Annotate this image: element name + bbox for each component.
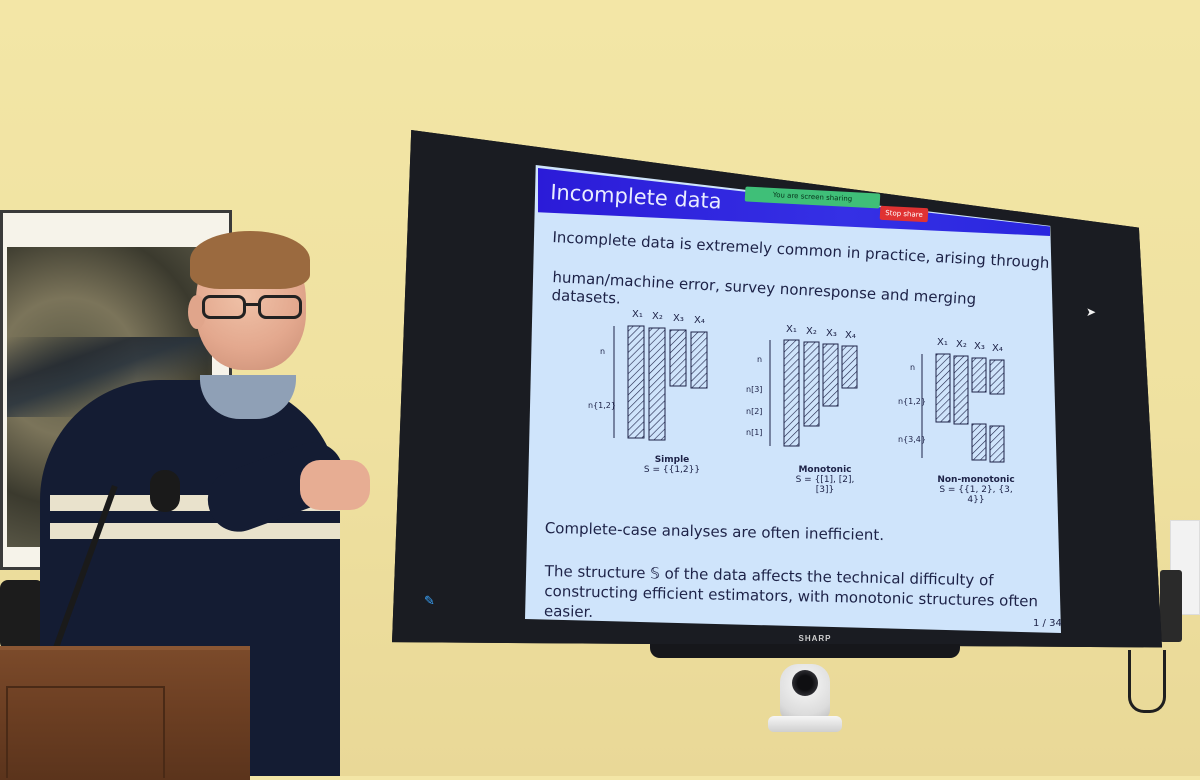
nonmono-col-label-1: X₁ bbox=[937, 337, 948, 348]
mouse-cursor-icon: ➤ bbox=[1086, 305, 1097, 319]
simple-col-label-1: X₁ bbox=[632, 309, 643, 320]
microphone-head bbox=[150, 470, 180, 512]
ptz-camera bbox=[768, 660, 842, 734]
glasses-lens-left bbox=[202, 295, 246, 319]
speaker-ear bbox=[188, 295, 206, 329]
wall-phone bbox=[1160, 570, 1182, 642]
simple-row-label-n: n bbox=[600, 347, 605, 356]
nonmonotonic-diagram: X₁ X₂ X₃ X₄ n n{1,2} n{3,4} bbox=[898, 337, 1005, 463]
monotonic-diagram: X₁ X₂ X₃ X₄ n n[3] n[2] n[1] bbox=[746, 324, 858, 447]
speaker-hair bbox=[190, 231, 310, 289]
nonmono-row-label-n34: n{3,4} bbox=[898, 435, 926, 444]
mono-col-label-1: X₁ bbox=[786, 324, 797, 335]
eyeglasses bbox=[202, 295, 306, 321]
mono-col-1 bbox=[783, 339, 800, 447]
simple-col-label-4: X₄ bbox=[694, 315, 705, 326]
simple-col-label-3: X₃ bbox=[673, 313, 684, 324]
simple-caption: Simple S = {{1,2}} bbox=[632, 455, 712, 475]
camera-base bbox=[768, 716, 842, 732]
nonmono-col-3-bottom bbox=[971, 423, 987, 461]
nonmono-col-4-top bbox=[989, 359, 1005, 395]
missing-data-diagrams: X₁ X₂ X₃ X₄ n n{1,2} X₁ X₂ X₃ X₄ n n[3] … bbox=[588, 309, 1005, 463]
nonmono-col-label-2: X₂ bbox=[956, 339, 967, 350]
nonmonotonic-caption-structure: S = {{1, 2}, {3, 4}} bbox=[939, 485, 1013, 505]
stop-share-button[interactable]: Stop share bbox=[879, 205, 929, 223]
nonmono-col-1 bbox=[935, 353, 951, 423]
structure-text: The structure 𝕊 of the data affects the … bbox=[543, 561, 1039, 622]
sweater-stripe-2 bbox=[50, 523, 340, 539]
mono-col-2 bbox=[803, 341, 820, 427]
monotonic-caption: Monotonic S = {[1], [2], [3]} bbox=[785, 465, 865, 495]
wooden-podium bbox=[0, 646, 250, 780]
camera-lens bbox=[792, 670, 818, 696]
glasses-bridge bbox=[244, 303, 260, 306]
monotonic-caption-structure: S = {[1], [2], [3]} bbox=[795, 475, 855, 495]
nonmono-row-label-n12: n{1,2} bbox=[898, 397, 926, 406]
podium-panel bbox=[6, 686, 165, 778]
glasses-lens-right bbox=[258, 295, 302, 319]
speaker-hand bbox=[300, 460, 370, 510]
phone-cord bbox=[1128, 650, 1166, 713]
tv-brand-logo: SHARP bbox=[798, 634, 832, 643]
nonmono-col-label-4: X₄ bbox=[992, 343, 1003, 354]
mono-col-3 bbox=[822, 343, 839, 407]
chair bbox=[0, 580, 44, 650]
nonmonotonic-caption: Non-monotonic S = {{1, 2}, {3, 4}} bbox=[936, 475, 1016, 505]
monotonic-caption-name: Monotonic bbox=[798, 465, 852, 475]
mono-row-label-n1: n[1] bbox=[746, 428, 762, 437]
mono-row-label-n3: n[3] bbox=[746, 385, 762, 394]
mono-col-label-2: X₂ bbox=[806, 326, 817, 337]
mono-col-4 bbox=[841, 345, 858, 389]
slide-page-number: 1 / 34 bbox=[1033, 618, 1062, 629]
nonmono-col-2 bbox=[953, 355, 969, 425]
simple-caption-structure: S = {{1,2}} bbox=[643, 465, 701, 475]
mono-col-label-3: X₃ bbox=[826, 328, 837, 339]
simple-col-3 bbox=[669, 329, 687, 387]
simple-col-label-2: X₂ bbox=[652, 311, 663, 322]
simple-caption-name: Simple bbox=[654, 455, 690, 465]
simple-row-label-n12: n{1,2} bbox=[588, 401, 616, 410]
simple-col-2 bbox=[648, 327, 666, 441]
tv-bottom-bezel bbox=[650, 644, 960, 658]
nonmono-col-4-bottom bbox=[989, 425, 1005, 463]
nonmono-row-label-n: n bbox=[910, 363, 915, 372]
mono-col-label-4: X₄ bbox=[845, 330, 856, 341]
nonmono-col-label-3: X₃ bbox=[974, 341, 985, 352]
simple-col-1 bbox=[627, 325, 645, 439]
pencil-icon[interactable]: ✎ bbox=[424, 594, 435, 609]
simple-diagram: X₁ X₂ X₃ X₄ n n{1,2} bbox=[588, 309, 708, 441]
simple-col-4 bbox=[690, 331, 708, 389]
nonmonotonic-caption-name: Non-monotonic bbox=[937, 475, 1015, 485]
mono-row-label-n2: n[2] bbox=[746, 407, 762, 416]
nonmono-col-3-top bbox=[971, 357, 987, 393]
mono-row-label-n: n bbox=[757, 355, 762, 364]
